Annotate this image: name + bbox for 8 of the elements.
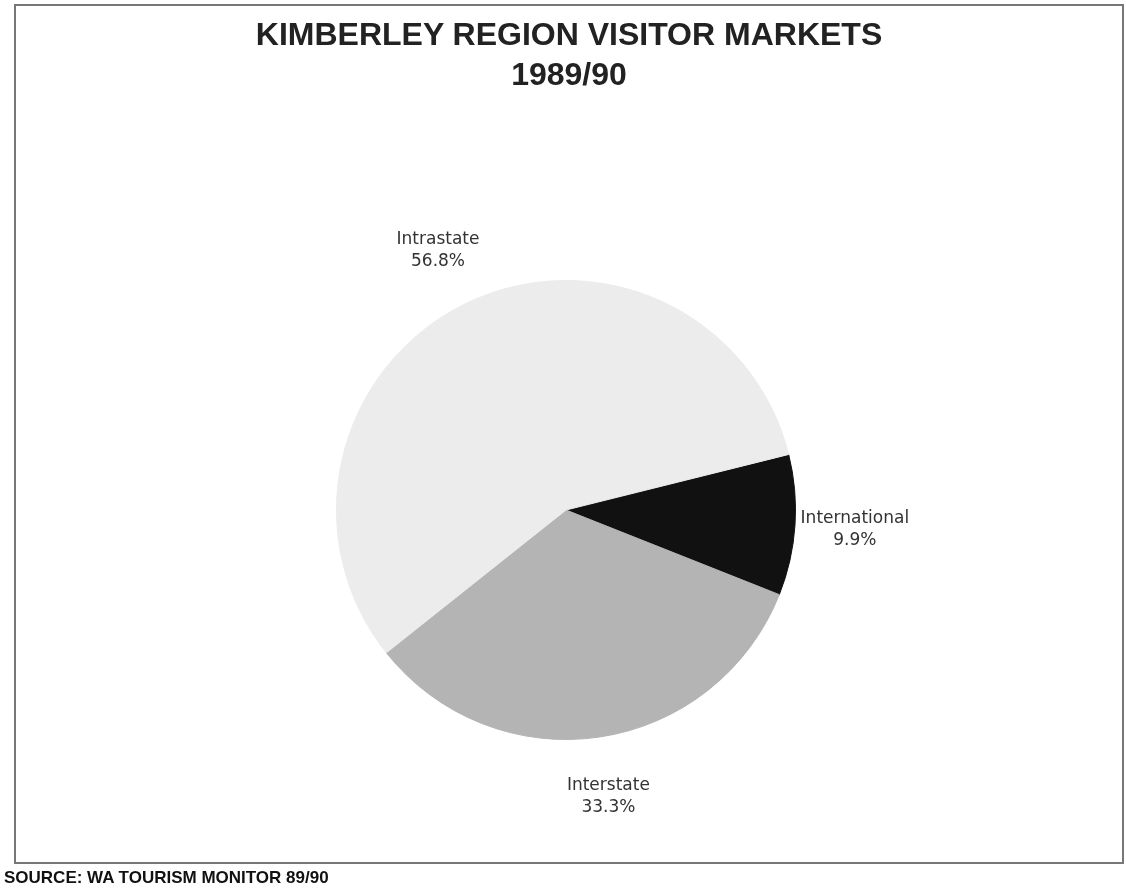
slice-label: Intrastate	[396, 227, 480, 248]
data-label: 33.3%	[581, 795, 636, 816]
slice-label: Interstate	[566, 773, 650, 794]
source-note: SOURCE: WA TOURISM MONITOR 89/90	[4, 868, 329, 888]
chart-title: KIMBERLEY REGION VISITOR MARKETS 1989/90	[254, 15, 884, 94]
slice-label: International	[800, 506, 910, 527]
data-label: 9.9%	[833, 528, 877, 549]
data-label: 56.8%	[410, 249, 466, 270]
